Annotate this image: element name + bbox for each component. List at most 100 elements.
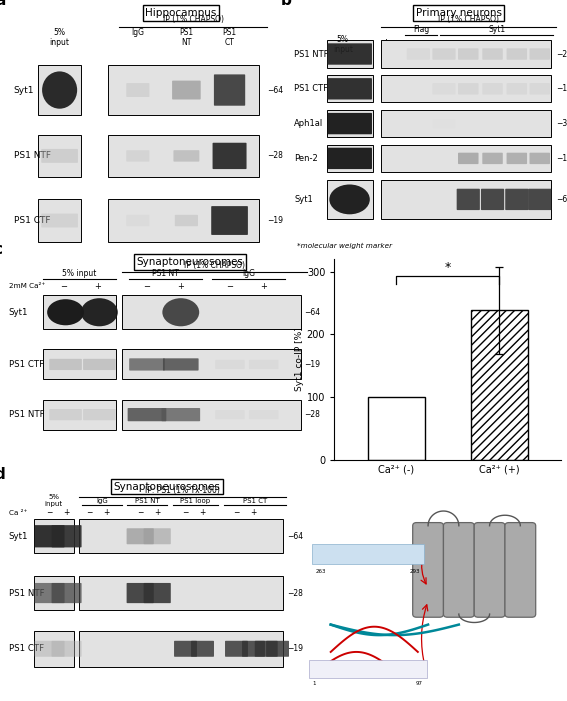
FancyBboxPatch shape [126, 83, 150, 97]
FancyBboxPatch shape [433, 119, 456, 128]
Text: −: − [46, 508, 53, 517]
FancyBboxPatch shape [309, 660, 426, 678]
Text: 263: 263 [315, 569, 326, 574]
FancyBboxPatch shape [443, 522, 474, 617]
Text: LCFKGPLRMLVETAQERNETLFPALIYSSTMν: LCFKGPLRMLVETAQERNETLFPALIYSSTMν [324, 552, 412, 557]
FancyBboxPatch shape [506, 83, 527, 95]
Text: −64: −64 [556, 195, 567, 204]
Text: Syt1: Syt1 [9, 532, 28, 540]
FancyBboxPatch shape [433, 83, 456, 95]
FancyBboxPatch shape [327, 148, 372, 169]
Text: IP (1% CHAPSO): IP (1% CHAPSO) [438, 15, 499, 25]
Text: −19: −19 [304, 360, 320, 369]
Text: IP (1% CHAPSO): IP (1% CHAPSO) [163, 15, 223, 25]
FancyBboxPatch shape [266, 641, 289, 657]
FancyBboxPatch shape [172, 81, 201, 100]
FancyBboxPatch shape [255, 641, 278, 657]
Text: Syt1: Syt1 [294, 195, 313, 204]
Ellipse shape [162, 298, 199, 326]
Bar [122, 400, 301, 430]
Text: Pen-2: Pen-2 [294, 154, 318, 163]
FancyBboxPatch shape [528, 189, 551, 210]
Bar [380, 144, 551, 172]
Bar [327, 41, 373, 68]
FancyBboxPatch shape [327, 78, 372, 100]
Text: +: + [103, 508, 109, 517]
FancyBboxPatch shape [49, 409, 82, 420]
FancyBboxPatch shape [213, 143, 247, 169]
Ellipse shape [47, 299, 84, 325]
Text: −28: −28 [287, 589, 303, 597]
Text: Syt1: Syt1 [14, 86, 34, 95]
Text: 2mM Ca²⁺: 2mM Ca²⁺ [9, 283, 45, 289]
Ellipse shape [42, 72, 77, 109]
FancyBboxPatch shape [530, 153, 550, 164]
FancyBboxPatch shape [530, 83, 550, 95]
Y-axis label: Syt1 co-IP [%]: Syt1 co-IP [%] [295, 327, 304, 391]
Bar [38, 65, 81, 115]
Text: *molecular weight marker: *molecular weight marker [297, 243, 392, 249]
FancyBboxPatch shape [481, 189, 504, 210]
FancyBboxPatch shape [214, 74, 245, 106]
Text: Ca ²⁺: Ca ²⁺ [9, 510, 27, 516]
Text: 5%
input: 5% input [45, 494, 63, 507]
Bar [38, 135, 81, 177]
Text: Primary neurons: Primary neurons [416, 8, 502, 18]
Text: −: − [86, 508, 92, 517]
FancyBboxPatch shape [41, 214, 78, 228]
Bar [108, 135, 259, 177]
Text: 1: 1 [313, 681, 316, 686]
Bar [122, 295, 301, 329]
Text: IgG: IgG [242, 269, 255, 278]
Bar [43, 295, 116, 329]
Text: IP (1% CHAPSO): IP (1% CHAPSO) [184, 261, 245, 270]
Text: IP: PS1 (1% Tx-100): IP: PS1 (1% Tx-100) [145, 486, 220, 495]
Text: −: − [183, 508, 189, 517]
Bar [108, 65, 259, 115]
Text: −19: −19 [287, 644, 303, 653]
Bar [380, 41, 551, 68]
Text: PS1 CTF: PS1 CTF [9, 360, 44, 369]
Text: −39: −39 [556, 119, 567, 128]
FancyBboxPatch shape [143, 583, 171, 603]
Bar [327, 110, 373, 137]
Bar [380, 75, 551, 102]
Text: PS1 NTF: PS1 NTF [9, 589, 44, 597]
Bar [122, 349, 301, 379]
Text: −64: −64 [267, 86, 284, 95]
FancyBboxPatch shape [174, 641, 197, 657]
FancyBboxPatch shape [143, 529, 171, 544]
Text: −28: −28 [304, 410, 320, 419]
Text: Synaptoneurosomes: Synaptoneurosomes [137, 257, 243, 267]
Text: PS1 NT: PS1 NT [135, 498, 160, 503]
FancyBboxPatch shape [35, 641, 65, 657]
FancyBboxPatch shape [163, 358, 198, 371]
Text: 97: 97 [416, 681, 423, 686]
Text: Synaptoneurosomes: Synaptoneurosomes [113, 482, 221, 491]
Text: −28: −28 [556, 50, 567, 58]
FancyBboxPatch shape [312, 544, 424, 564]
Text: b: b [281, 0, 291, 8]
Text: PS1
CT: PS1 CT [222, 28, 236, 47]
Text: −28: −28 [267, 151, 283, 161]
Text: PS1 CTF: PS1 CTF [14, 216, 50, 225]
FancyBboxPatch shape [126, 529, 154, 544]
Bar [34, 631, 74, 667]
Ellipse shape [81, 298, 118, 326]
Bar [79, 576, 284, 610]
Bar [380, 110, 551, 137]
Text: PS1 CTF: PS1 CTF [9, 644, 44, 653]
FancyBboxPatch shape [327, 113, 372, 135]
Text: −19: −19 [556, 84, 567, 93]
FancyBboxPatch shape [458, 153, 479, 164]
Text: −: − [137, 508, 143, 517]
FancyBboxPatch shape [191, 641, 214, 657]
Text: −: − [61, 282, 67, 291]
Text: PS1 NTF: PS1 NTF [14, 151, 51, 161]
Text: −19: −19 [267, 216, 284, 225]
Bar [327, 144, 373, 172]
Text: 5%
input: 5% input [50, 28, 70, 47]
FancyBboxPatch shape [407, 48, 430, 60]
Text: Syt1: Syt1 [488, 25, 505, 34]
FancyBboxPatch shape [505, 522, 536, 617]
